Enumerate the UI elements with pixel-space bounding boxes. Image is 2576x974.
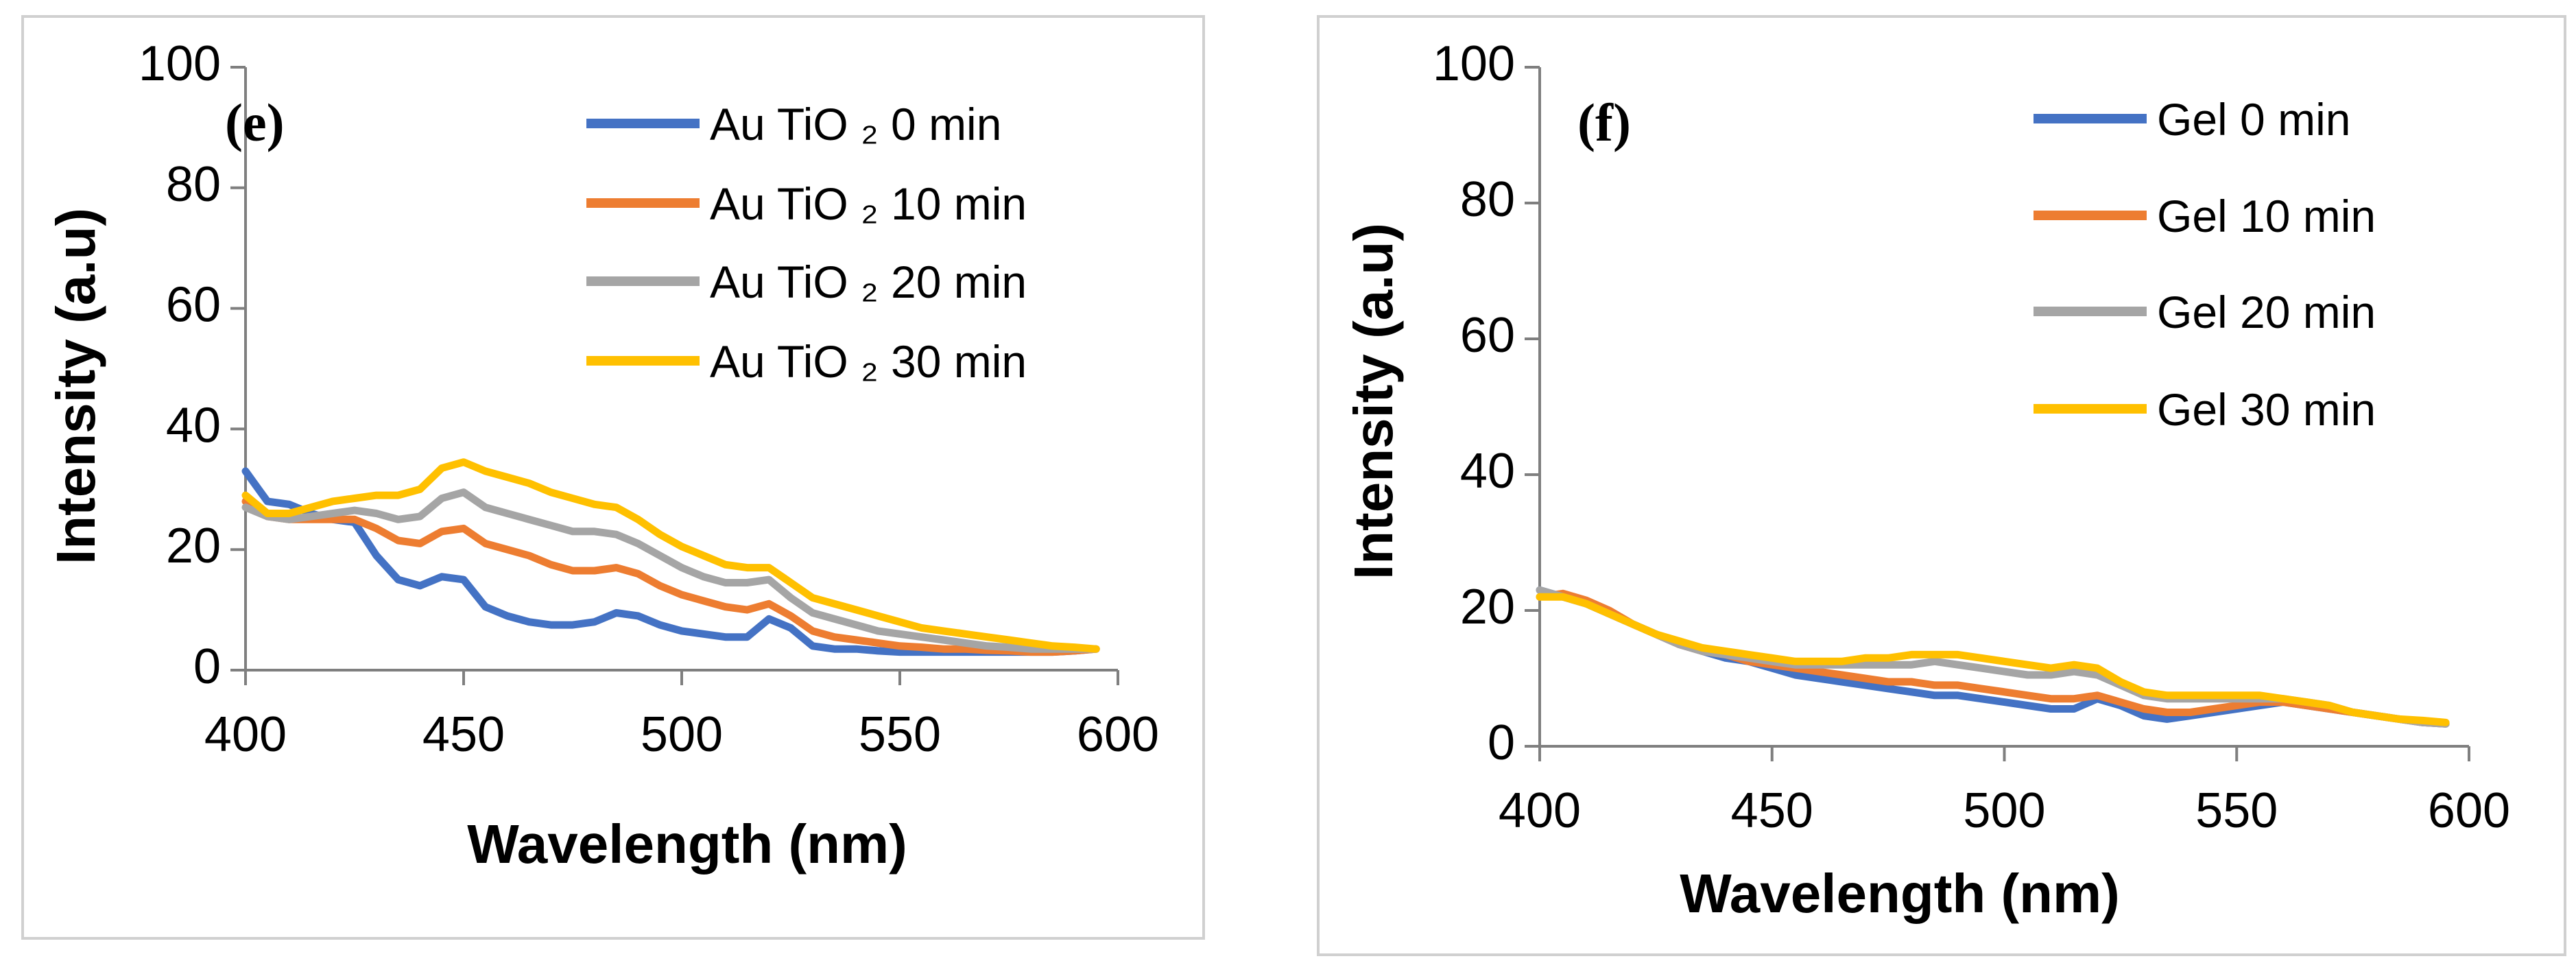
y-axis-title: Intensity (a.u) <box>45 208 106 565</box>
legend-label: Au TiO ₂ 0 min <box>710 99 1001 150</box>
x-axis-title: Wavelength (nm) <box>1680 863 2119 924</box>
x-tick-label: 600 <box>2428 783 2510 838</box>
x-tick-label: 400 <box>204 707 287 762</box>
panel-label: (f) <box>1577 93 1631 152</box>
x-axis-title: Wavelength (nm) <box>467 813 907 875</box>
series-line-2 <box>241 488 1100 653</box>
legend: Gel 0 min Gel 10 min Gel 20 min Gel 30 m… <box>2034 94 2376 435</box>
legend: Au TiO ₂ 0 min Au TiO ₂ 10 min Au TiO ₂ … <box>586 99 1027 387</box>
chart-frame <box>1317 15 2566 956</box>
y-tick-label: 40 <box>1460 444 1515 499</box>
legend-label: Au TiO ₂ 10 min <box>710 178 1027 229</box>
y-tick-label: 80 <box>1460 172 1515 227</box>
x-tick-label: 500 <box>1963 783 2045 838</box>
y-tick-label: 100 <box>1433 36 1515 91</box>
y-tick-label: 60 <box>166 278 221 333</box>
legend-label: Au TiO ₂ 20 min <box>710 257 1027 307</box>
y-tick-label: 100 <box>139 36 221 91</box>
panel-label: (e) <box>225 93 285 152</box>
x-tick-label: 400 <box>1499 783 1581 838</box>
series-line-1 <box>241 497 1100 656</box>
x-tick-label: 600 <box>1077 707 1159 762</box>
y-axis-title: Intensity (a.u) <box>1343 223 1404 580</box>
legend-label: Gel 20 min <box>2157 287 2376 337</box>
y-tick-label: 0 <box>193 639 221 694</box>
series-line-3 <box>241 458 1100 653</box>
x-tick-label: 500 <box>641 707 723 762</box>
axes: 0 20 40 60 80 100 400 450 500 550 600 <box>1433 36 2510 838</box>
y-tick-label: 0 <box>1488 715 1515 770</box>
y-tick-label: 20 <box>1460 580 1515 634</box>
y-tick-label: 20 <box>166 519 221 573</box>
axes: 0 20 40 60 80 100 400 450 500 550 600 <box>139 36 1159 762</box>
chart-panel-e: 0 20 40 60 80 100 400 450 500 550 600 (e) Waveleng… <box>21 15 1205 940</box>
chart-frame <box>21 15 1205 940</box>
x-tick-label: 550 <box>2195 783 2278 838</box>
y-tick-label: 80 <box>166 157 221 212</box>
legend-label: Au TiO ₂ 30 min <box>710 336 1027 387</box>
x-tick-label: 450 <box>422 707 505 762</box>
x-tick-label: 550 <box>859 707 941 762</box>
series-group <box>241 458 1100 656</box>
legend-label: Gel 10 min <box>2157 191 2376 241</box>
legend-label: Gel 30 min <box>2157 384 2376 435</box>
legend-label: Gel 0 min <box>2157 94 2350 145</box>
chart-panel-f: 0 20 40 60 80 100 400 450 500 550 600 (f) Waveleng… <box>1317 15 2566 956</box>
series-line-3 <box>1536 593 2450 726</box>
y-tick-label: 40 <box>166 398 221 453</box>
y-tick-label: 60 <box>1460 308 1515 363</box>
series-group <box>1536 586 2450 728</box>
x-tick-label: 450 <box>1731 783 1813 838</box>
